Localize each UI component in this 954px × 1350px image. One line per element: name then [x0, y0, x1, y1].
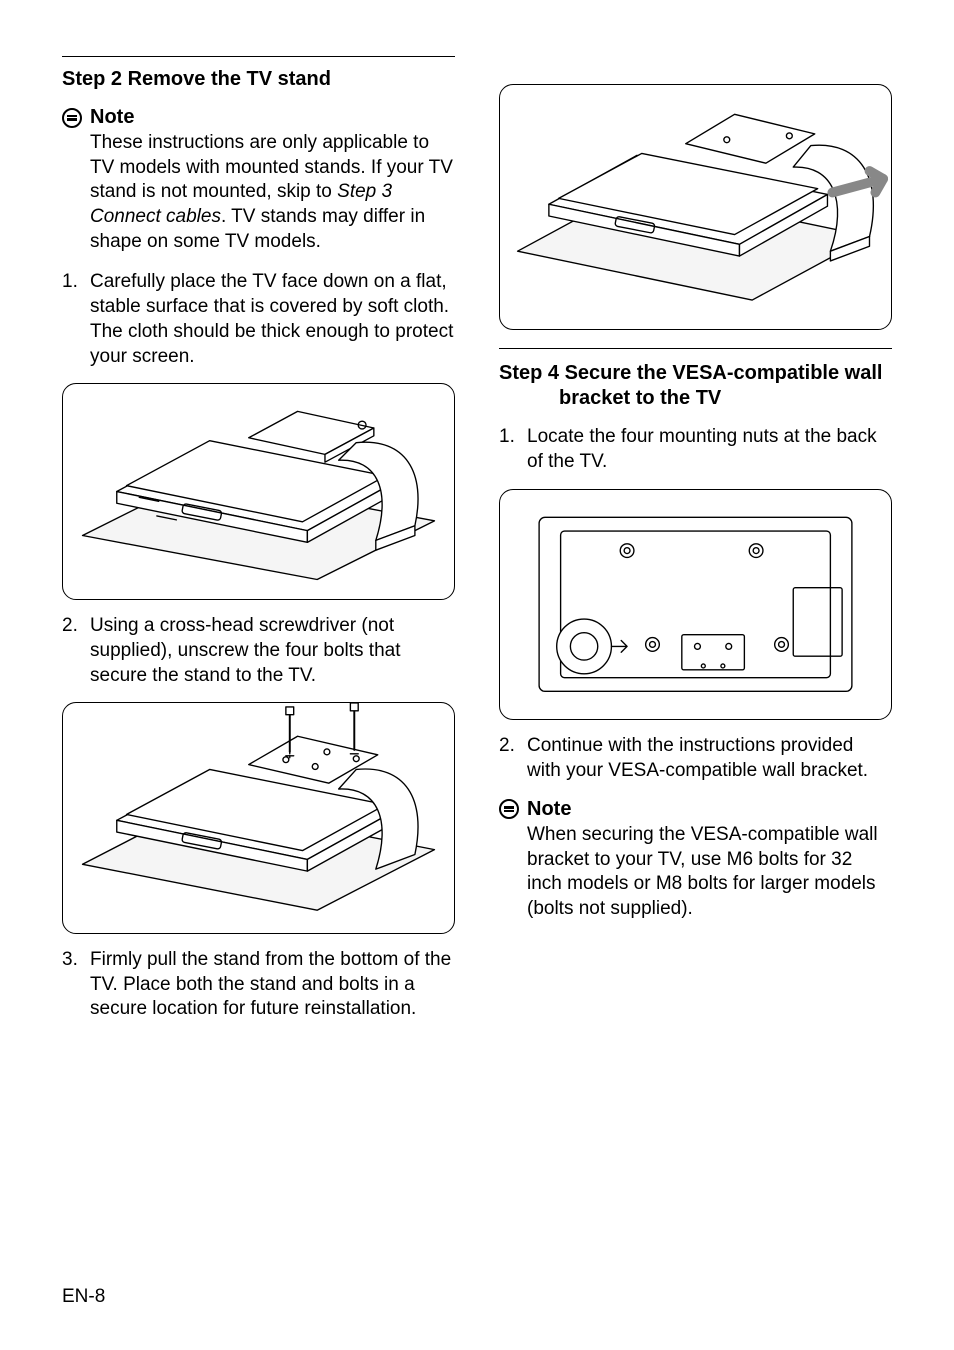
page-number: EN-8: [62, 1286, 105, 1308]
list-item: Locate the four mounting nuts at the bac…: [499, 425, 892, 474]
rule: [62, 56, 455, 57]
note-block-2: Note When securing the VESA-compatible w…: [499, 798, 892, 922]
note-head: Note: [62, 106, 455, 129]
step2-heading: Step 2 Remove the TV stand: [62, 67, 455, 92]
figure-remove-stand: [499, 84, 892, 330]
list-item: Using a cross-head screwdriver (not supp…: [62, 614, 455, 688]
left-column: Step 2 Remove the TV stand Note These in…: [62, 56, 455, 1036]
two-column-layout: Step 2 Remove the TV stand Note These in…: [62, 56, 892, 1036]
left-step-list-2: Using a cross-head screwdriver (not supp…: [62, 614, 455, 688]
note-block-1: Note These instructions are only applica…: [62, 106, 455, 254]
spacer: [499, 56, 892, 78]
note-icon: [62, 108, 82, 128]
list-item: Firmly pull the stand from the bottom of…: [62, 948, 455, 1022]
note-body: These instructions are only applicable t…: [62, 131, 455, 254]
figure-tv-back-vesa: [499, 489, 892, 721]
figure-tv-face-down: [62, 383, 455, 600]
note-body: When securing the VESA-compatible wall b…: [499, 823, 892, 922]
right-column: Step 4 Secure the VESA-compatible wall b…: [499, 56, 892, 1036]
figure-unscrew-bolts: [62, 702, 455, 934]
note-text-a: These instructions are only applicable t…: [90, 132, 453, 202]
right-step-list-2: Continue with the instructions provided …: [499, 734, 892, 783]
note-label: Note: [90, 106, 134, 129]
manual-page: Step 2 Remove the TV stand Note These in…: [0, 0, 954, 1350]
rule: [499, 348, 892, 349]
note-head: Note: [499, 798, 892, 821]
note-label: Note: [527, 798, 571, 821]
right-step-list-1: Locate the four mounting nuts at the bac…: [499, 425, 892, 474]
step4-heading: Step 4 Secure the VESA-compatible wall b…: [499, 361, 892, 411]
left-step-list-3: Firmly pull the stand from the bottom of…: [62, 948, 455, 1022]
list-item: Carefully place the TV face down on a fl…: [62, 270, 455, 369]
note-icon: [499, 799, 519, 819]
left-step-list-1: Carefully place the TV face down on a fl…: [62, 270, 455, 369]
list-item: Continue with the instructions provided …: [499, 734, 892, 783]
